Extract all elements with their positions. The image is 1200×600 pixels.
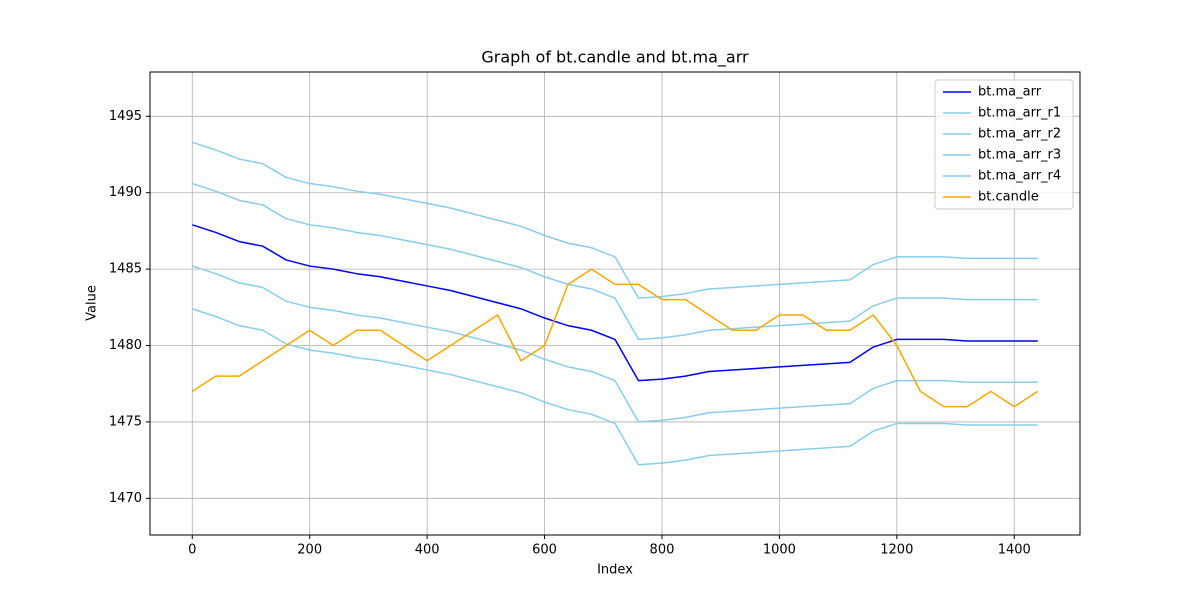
y-axis-label: Value [85,285,100,321]
line-series [192,224,1038,382]
legend-label: bt.ma_arr_r1 [978,106,1061,121]
line-series [192,308,1038,466]
line-series [191,268,1039,408]
line-series [192,265,1038,423]
x-tick-label: 600 [532,543,557,558]
chart-title: Graph of bt.candle and bt.ma_arr [481,48,749,68]
line-series [192,182,1038,341]
legend: bt.ma_arr bt.ma_arr_r1 bt.ma_arr_r2 bt.ma_a… [934,79,1074,210]
x-tick-label: 1400 [998,543,1031,558]
grid [150,72,1080,535]
legend-label: bt.ma_arr_r3 [978,148,1061,163]
y-tick-label: 1480 [109,338,142,353]
x-tick-label: 0 [188,543,196,558]
x-tick-label: 1000 [763,543,796,558]
y-tick-label: 1485 [109,262,142,277]
y-tick-label: 1470 [109,491,142,506]
x-tick-label: 1200 [880,543,913,558]
legend-label: bt.ma_arr_r4 [978,169,1061,184]
y-tick-label: 1475 [109,414,142,429]
y-tick-label: 1490 [109,185,142,200]
y-tick-label: 1495 [109,109,142,124]
legend-label: bt.candle [978,190,1039,205]
x-tick-label: 200 [297,543,322,558]
x-tick-label: 400 [415,543,440,558]
line-series [192,141,1038,299]
plot-area [191,141,1039,466]
x-axis-label: Index [597,563,633,578]
legend-label: bt.ma_arr_r2 [978,127,1061,142]
axes-frame [149,71,1081,536]
legend-label: bt.ma_arr [978,85,1042,100]
x-tick-label: 800 [650,543,675,558]
